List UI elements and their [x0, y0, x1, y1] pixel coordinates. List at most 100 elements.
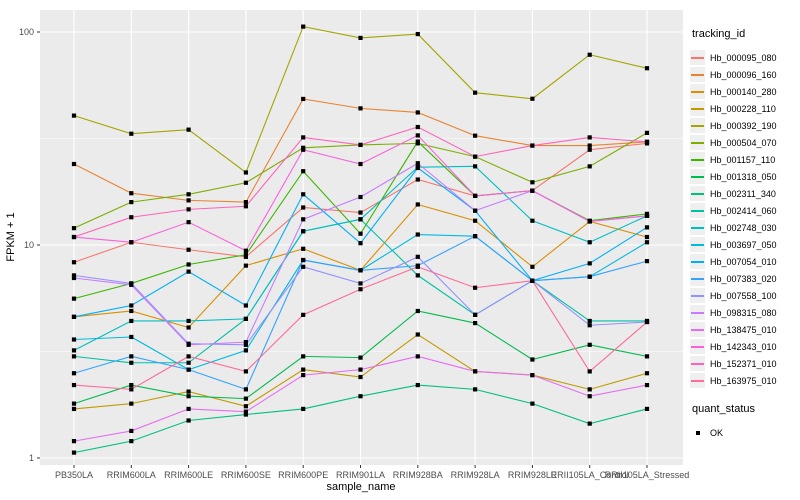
data-point	[587, 240, 592, 245]
legend-item-label: Hb_002311_340	[710, 188, 776, 199]
legend-item-label: Hb_002748_030	[710, 222, 777, 233]
data-point	[71, 371, 77, 376]
legend-key-swatch	[690, 288, 705, 303]
legend-line-icon	[691, 73, 704, 76]
data-point	[129, 334, 134, 340]
data-point	[243, 404, 248, 409]
data-point	[587, 421, 592, 426]
legend-line-icon	[691, 362, 704, 365]
data-point	[415, 382, 420, 388]
x-tick-label: RRIM600LA	[107, 470, 156, 480]
y-axis-title: FPKM + 1	[5, 212, 17, 261]
data-point	[129, 318, 134, 324]
data-point	[71, 337, 77, 342]
legend-item: OK	[690, 424, 800, 441]
data-point	[530, 96, 535, 101]
data-point	[243, 303, 248, 308]
data-point	[530, 278, 535, 283]
legend-line-icon	[691, 294, 704, 297]
data-point	[186, 220, 191, 225]
data-point	[473, 133, 478, 138]
legend-item-label: Hb_007383_020	[710, 273, 777, 284]
x-tick-label: RRII105LA_Control	[551, 470, 629, 480]
data-point	[186, 394, 191, 399]
legend-key-swatch	[690, 373, 705, 388]
data-point	[473, 387, 478, 392]
data-point	[186, 367, 191, 372]
data-point	[415, 264, 420, 269]
data-point	[358, 374, 363, 380]
data-point	[644, 406, 650, 412]
legend-key-swatch	[690, 84, 705, 99]
data-point	[358, 35, 363, 41]
data-point	[301, 367, 306, 372]
data-point	[415, 232, 420, 237]
data-point	[415, 124, 420, 130]
legend-key-swatch	[690, 220, 705, 235]
legend-item: Hb_000095_080	[690, 49, 800, 66]
data-point	[587, 387, 592, 392]
legend-key-swatch	[690, 186, 705, 201]
legend-line-icon	[691, 124, 704, 127]
data-point	[129, 354, 134, 359]
legend-item: Hb_000096_160	[690, 66, 800, 83]
data-point	[301, 217, 306, 222]
data-point	[358, 106, 363, 111]
x-tick-label: RRIM928LA	[451, 470, 500, 480]
x-axis-title: sample_name	[326, 481, 395, 493]
data-point	[644, 382, 650, 388]
data-point	[644, 234, 650, 240]
legend-line-icon	[691, 107, 704, 110]
legend-line-icon	[691, 175, 704, 178]
data-point	[415, 354, 420, 359]
data-point	[301, 246, 306, 251]
data-point	[587, 147, 592, 152]
data-point	[530, 188, 535, 193]
x-tick-label: RRIM600PE	[278, 470, 328, 480]
data-point	[71, 275, 77, 281]
legend-line-icon	[691, 158, 704, 161]
data-point	[415, 254, 420, 259]
data-point	[358, 217, 363, 222]
data-point	[301, 229, 306, 234]
data-point	[186, 207, 191, 212]
data-point	[71, 161, 77, 167]
data-point	[587, 342, 592, 347]
legend-line-icon	[691, 379, 704, 382]
data-point	[415, 133, 420, 138]
legend-item: Hb_152371_010	[690, 355, 800, 372]
legend-line-icon	[691, 90, 704, 93]
y-tick-label: 100	[19, 27, 34, 37]
data-point	[243, 252, 248, 257]
data-point	[530, 373, 535, 378]
data-point	[415, 308, 420, 314]
data-point	[644, 130, 650, 135]
data-point	[186, 269, 191, 274]
legend-item-label: OK	[710, 427, 724, 438]
legend-key-swatch	[690, 152, 705, 167]
data-point	[587, 369, 592, 374]
legend-key-swatch	[690, 356, 705, 371]
legend-item: Hb_002311_340	[690, 185, 800, 202]
data-point	[358, 281, 363, 286]
legend-item: Hb_001318_050	[690, 168, 800, 185]
legend-key-swatch	[690, 203, 705, 218]
data-point	[301, 205, 306, 210]
y-tick-label: 10	[24, 240, 34, 250]
data-point	[358, 355, 363, 360]
data-point	[301, 96, 306, 102]
legend-line-icon	[691, 243, 704, 246]
legend-key-swatch	[690, 67, 705, 82]
x-tick-label: RRII105LA_Stressed	[605, 470, 690, 480]
data-point	[71, 348, 77, 353]
data-point	[71, 234, 77, 240]
x-tick-label: RRIM928BA	[393, 470, 443, 480]
data-point	[243, 409, 248, 414]
legend-key-swatch	[690, 101, 705, 116]
legend-line-icon	[691, 328, 704, 331]
data-point	[243, 248, 248, 253]
data-point	[129, 401, 134, 406]
legend-item: Hb_000140_280	[690, 83, 800, 100]
legend-item: Hb_002748_030	[690, 219, 800, 236]
